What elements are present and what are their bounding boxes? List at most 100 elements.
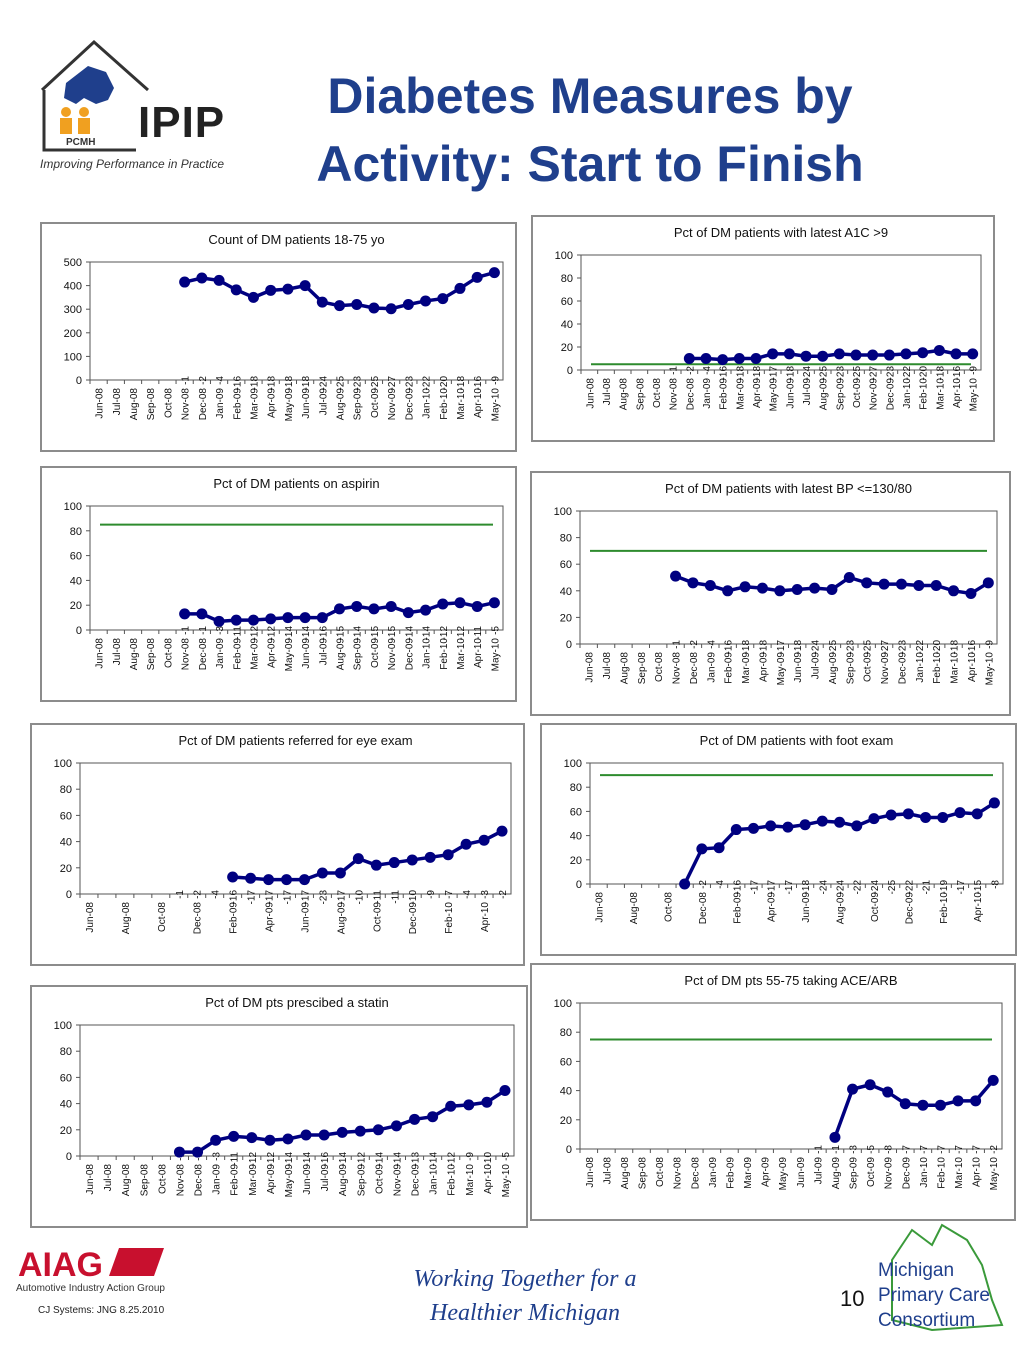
data-point (950, 348, 962, 360)
x-tick-label: Jan-09 (708, 1157, 719, 1188)
data-point (385, 303, 397, 315)
data-label: -14 (302, 1152, 313, 1167)
x-tick-label: Apr-10 (952, 378, 963, 408)
x-tick-label: Apr-10 (972, 1157, 983, 1187)
data-label: -2 (198, 376, 209, 385)
data-label: -18 (267, 376, 278, 391)
data-label: -1 (672, 640, 683, 649)
x-tick-label: Apr-10 (480, 902, 491, 932)
x-tick-label: May-09 (284, 388, 295, 422)
data-point (713, 842, 725, 854)
x-tick-label: Feb-10 (439, 638, 450, 670)
data-point (460, 838, 472, 850)
x-tick-label: Aug-09 (336, 638, 347, 671)
x-tick-label: Jun-09 (793, 652, 804, 683)
x-tick-label: Sep-08 (635, 378, 646, 411)
consortium-line-1: Michigan (878, 1260, 955, 1281)
data-label: -13 (411, 1152, 422, 1167)
x-tick-label: May-10 (490, 388, 501, 422)
x-tick-label: Feb-10 (919, 378, 930, 410)
data-label: -24 (811, 640, 822, 655)
x-tick-label: Jul-08 (112, 638, 123, 666)
x-tick-label: Nov-09 (880, 652, 891, 685)
x-tick-label: Nov-08 (181, 388, 192, 421)
data-point (179, 608, 191, 620)
x-tick-label: May-10 (490, 638, 501, 672)
x-tick-label: Dec-08 (193, 902, 204, 935)
x-tick-label: Jan-10 (422, 388, 433, 419)
data-point (867, 349, 879, 361)
data-label: -2 (698, 880, 709, 889)
chart-panel-eye: Pct of DM patients referred for eye exam… (30, 723, 525, 966)
x-tick-label: Jan-10 (915, 652, 926, 683)
y-tick-label: 100 (554, 998, 572, 1010)
data-label: -10 (483, 1152, 494, 1167)
x-tick-label: Feb-09 (724, 652, 735, 684)
x-tick-label: Jul-09 (320, 1164, 331, 1192)
data-label: -9 (984, 640, 995, 649)
series-line (179, 1089, 506, 1154)
data-point (246, 1132, 258, 1144)
aiag-logo-text: AIAG (18, 1246, 103, 1284)
data-label: -12 (248, 1152, 259, 1167)
data-point (442, 849, 454, 861)
data-point (783, 348, 795, 360)
x-tick-label: Nov-09 (387, 388, 398, 421)
x-tick-label: Mar-10 (456, 388, 467, 420)
data-label: -15 (336, 626, 347, 641)
data-point (263, 874, 275, 886)
y-tick-label: 0 (76, 375, 82, 387)
y-tick-label: 400 (64, 281, 82, 293)
data-point (499, 1085, 511, 1096)
data-label: -8 (990, 880, 1001, 889)
y-tick-label: 0 (567, 365, 573, 377)
data-label: -18 (456, 376, 467, 391)
data-label: -18 (935, 366, 946, 381)
data-point (774, 585, 786, 597)
y-tick-label: 0 (66, 1151, 72, 1163)
data-point (791, 583, 803, 595)
x-tick-label: Dec-09 (408, 902, 419, 935)
data-label: -25 (819, 366, 830, 381)
data-label: -16 (318, 626, 329, 641)
data-point (264, 1134, 276, 1146)
x-tick-label: Feb-09 (719, 378, 730, 410)
data-label: -17 (784, 880, 795, 895)
x-tick-label: Jun-09 (796, 1157, 807, 1188)
data-label: -5 (490, 626, 501, 635)
data-label: -16 (229, 890, 240, 905)
data-point (227, 871, 239, 883)
x-tick-label: Feb-09 (732, 892, 743, 924)
data-label: -10 (408, 890, 419, 905)
y-tick-label: 60 (561, 296, 573, 308)
x-tick-label: Sep-08 (638, 1157, 649, 1190)
chart-title: Pct of DM patients with latest BP <=130/… (665, 481, 912, 496)
x-tick-label: Dec-08 (198, 388, 209, 421)
data-point (733, 353, 745, 364)
data-point (334, 867, 346, 879)
x-tick-label: Aug-09 (828, 652, 839, 685)
data-label: -23 (897, 640, 908, 655)
data-point (767, 348, 779, 360)
data-label: -24 (870, 880, 881, 895)
data-label: -4 (702, 366, 713, 375)
data-point (756, 582, 768, 594)
y-tick-label: 40 (560, 1086, 572, 1098)
data-point (965, 587, 977, 599)
data-point (930, 579, 942, 591)
data-label: -23 (835, 366, 846, 381)
x-tick-label: May-10 (501, 1164, 512, 1198)
y-tick-label: 80 (70, 526, 82, 538)
data-label: -14 (374, 1152, 385, 1167)
data-point (463, 1099, 475, 1111)
x-tick-label: May-10 (989, 1157, 1000, 1191)
x-tick-label: Aug-08 (129, 638, 140, 671)
x-tick-label: Jun-09 (302, 1164, 313, 1195)
data-label: -9 (490, 376, 501, 385)
data-point (739, 581, 751, 593)
data-label: -20 (919, 366, 930, 381)
data-point (196, 272, 208, 284)
data-point (833, 348, 845, 360)
data-label: -17 (776, 640, 787, 655)
x-tick-label: Mar-09 (248, 1164, 259, 1196)
